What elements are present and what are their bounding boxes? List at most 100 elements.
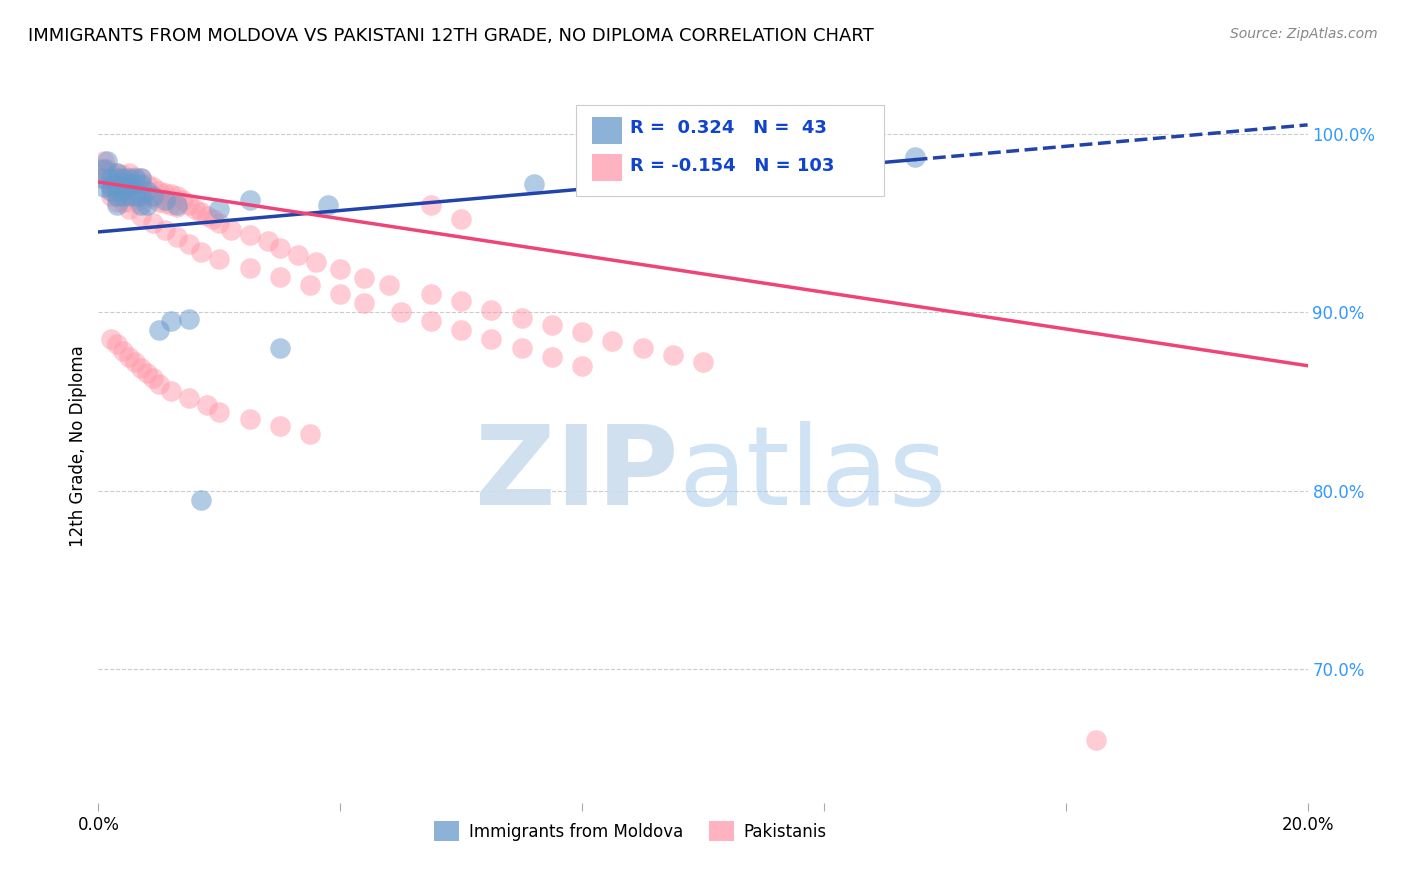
Point [124, 171, 146, 186]
Point [118, 189, 141, 203]
Point [142, 189, 165, 203]
Point [124, 177, 146, 191]
Point [129, 193, 152, 207]
Point [221, 223, 243, 237]
Point [202, 212, 225, 227]
Point [90, 171, 112, 186]
Point [105, 189, 128, 203]
Point [420, 314, 443, 328]
Point [195, 398, 218, 412]
Point [100, 180, 122, 194]
Point [571, 359, 593, 373]
Point [287, 248, 309, 262]
Point [118, 166, 141, 180]
Point [153, 196, 176, 211]
Point [299, 426, 322, 441]
Point [129, 171, 152, 186]
Point [904, 150, 927, 164]
Point [269, 419, 291, 434]
Text: Source: ZipAtlas.com: Source: ZipAtlas.com [1230, 27, 1378, 41]
Point [450, 212, 472, 227]
Point [602, 334, 624, 348]
Point [420, 198, 443, 212]
Point [389, 305, 412, 319]
Point [129, 182, 152, 196]
Point [105, 337, 128, 351]
Point [179, 391, 201, 405]
Point [481, 332, 503, 346]
Point [100, 166, 122, 180]
Point [118, 177, 141, 191]
Point [124, 191, 146, 205]
Point [148, 323, 170, 337]
Point [166, 230, 188, 244]
Text: R =  0.324   N =  43: R = 0.324 N = 43 [630, 120, 827, 137]
Point [93, 171, 115, 186]
Point [118, 171, 141, 186]
Point [208, 216, 231, 230]
Point [329, 287, 352, 301]
Point [481, 303, 503, 318]
Point [692, 355, 714, 369]
Point [124, 355, 146, 369]
Point [208, 252, 231, 266]
Point [160, 187, 183, 202]
Point [153, 223, 176, 237]
Point [153, 186, 176, 200]
Point [160, 314, 183, 328]
Point [148, 376, 170, 391]
Point [166, 189, 188, 203]
Point [523, 177, 546, 191]
Point [111, 189, 134, 203]
Point [129, 177, 152, 191]
Point [142, 371, 165, 385]
Point [195, 209, 218, 223]
Point [105, 166, 128, 180]
Point [299, 278, 322, 293]
Point [239, 228, 262, 243]
Point [166, 200, 188, 214]
Point [160, 384, 183, 398]
Point [96, 153, 118, 168]
Point [111, 184, 134, 198]
Point [353, 271, 375, 285]
Point [111, 178, 134, 193]
Point [96, 162, 118, 177]
Point [142, 180, 165, 194]
Point [571, 325, 593, 339]
Point [179, 312, 201, 326]
Point [148, 194, 170, 209]
Point [208, 405, 231, 419]
Point [510, 310, 533, 325]
Point [93, 180, 115, 194]
Point [118, 350, 141, 364]
Point [239, 260, 262, 275]
Point [142, 216, 165, 230]
Point [105, 189, 128, 203]
Point [631, 341, 654, 355]
Point [179, 237, 201, 252]
Point [105, 198, 128, 212]
Point [148, 184, 170, 198]
Point [124, 169, 146, 184]
Point [190, 205, 212, 219]
Point [661, 348, 683, 362]
Point [129, 198, 152, 212]
FancyBboxPatch shape [592, 117, 621, 145]
Point [166, 198, 188, 212]
Point [129, 171, 152, 186]
Point [256, 234, 278, 248]
Point [135, 187, 157, 202]
Text: R = -0.154   N = 103: R = -0.154 N = 103 [630, 157, 835, 175]
Text: atlas: atlas [679, 421, 948, 528]
Y-axis label: 12th Grade, No Diploma: 12th Grade, No Diploma [69, 345, 87, 547]
Text: ZIP: ZIP [475, 421, 679, 528]
Point [105, 166, 128, 180]
Point [129, 189, 152, 203]
Point [135, 177, 157, 191]
Point [111, 344, 134, 359]
Point [153, 193, 176, 207]
Point [105, 177, 128, 191]
FancyBboxPatch shape [592, 154, 621, 181]
Point [118, 187, 141, 202]
